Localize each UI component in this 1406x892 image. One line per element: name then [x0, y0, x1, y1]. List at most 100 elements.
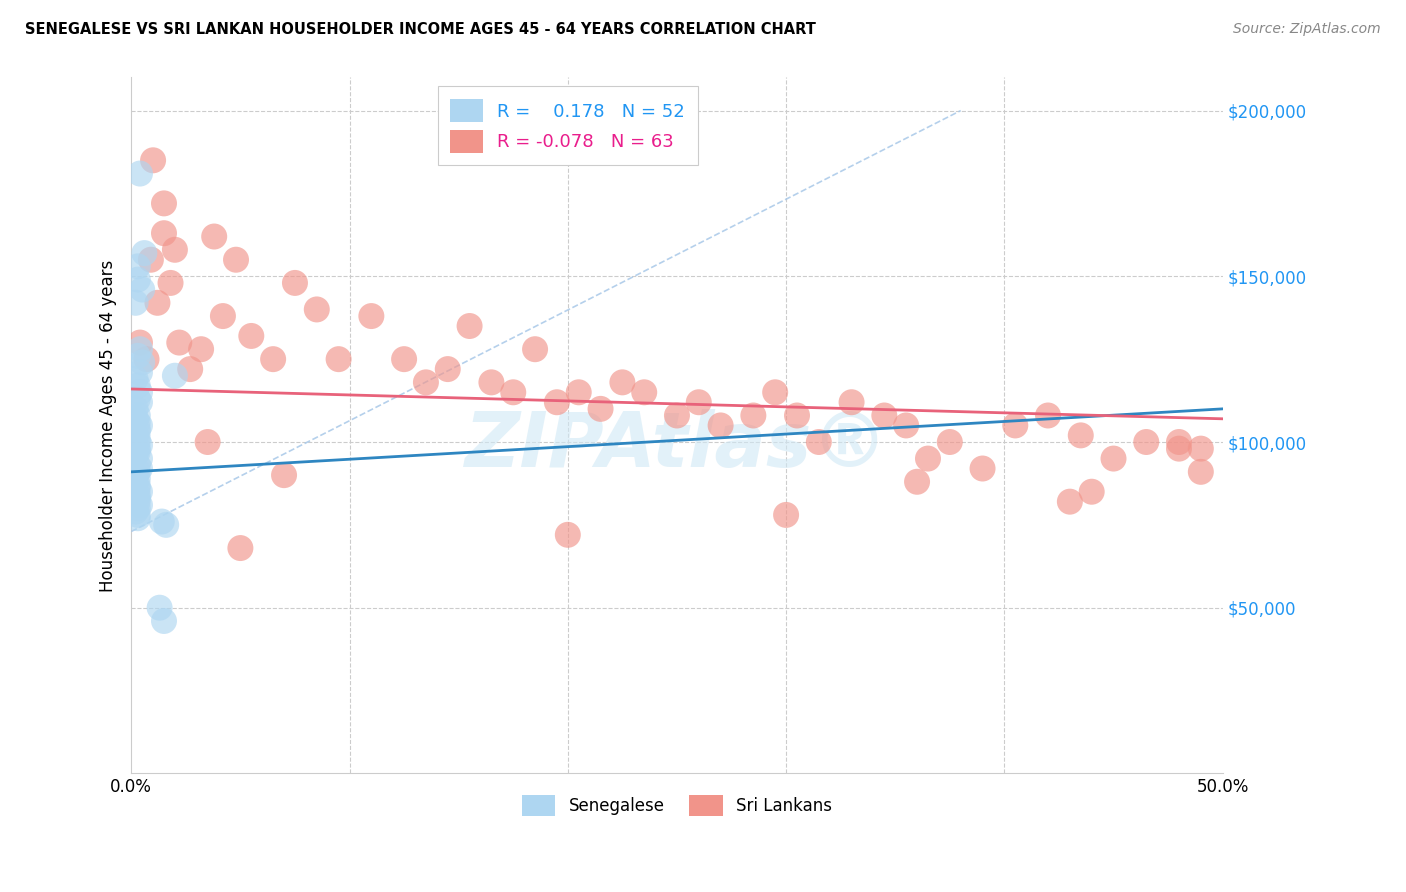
Sri Lankans: [415, 376, 437, 390]
Sri Lankans: [142, 153, 165, 168]
Sri Lankans: [841, 395, 863, 409]
Senegalese: [124, 448, 146, 462]
Senegalese: [127, 471, 149, 485]
Sri Lankans: [129, 335, 152, 350]
Senegalese: [153, 614, 176, 628]
Sri Lankans: [763, 385, 786, 400]
Sri Lankans: [1168, 442, 1191, 456]
Senegalese: [127, 491, 149, 506]
Sri Lankans: [392, 352, 415, 367]
Senegalese: [127, 482, 149, 496]
Sri Lankans: [546, 395, 568, 409]
Sri Lankans: [284, 276, 307, 290]
Senegalese: [127, 392, 149, 406]
Sri Lankans: [665, 409, 688, 423]
Sri Lankans: [153, 226, 176, 240]
Senegalese: [127, 260, 149, 274]
Senegalese: [127, 409, 149, 423]
Senegalese: [129, 342, 152, 356]
Senegalese: [124, 505, 146, 519]
Senegalese: [149, 600, 172, 615]
Senegalese: [129, 498, 152, 512]
Sri Lankans: [229, 541, 252, 555]
Senegalese: [127, 508, 149, 522]
Senegalese: [127, 378, 149, 392]
Sri Lankans: [146, 295, 169, 310]
Sri Lankans: [135, 352, 157, 367]
Sri Lankans: [360, 309, 382, 323]
Sri Lankans: [1135, 435, 1157, 450]
Sri Lankans: [502, 385, 524, 400]
Senegalese: [127, 422, 149, 436]
Sri Lankans: [939, 435, 962, 450]
Sri Lankans: [481, 376, 503, 390]
Sri Lankans: [688, 395, 710, 409]
Senegalese: [124, 401, 146, 416]
Sri Lankans: [1080, 484, 1102, 499]
Senegalese: [150, 515, 173, 529]
Sri Lankans: [1168, 435, 1191, 450]
Senegalese: [127, 435, 149, 450]
Sri Lankans: [633, 385, 655, 400]
Senegalese: [129, 167, 152, 181]
Legend: Senegalese, Sri Lankans: Senegalese, Sri Lankans: [513, 786, 841, 824]
Senegalese: [127, 432, 149, 446]
Senegalese: [127, 415, 149, 429]
Sri Lankans: [786, 409, 808, 423]
Text: SENEGALESE VS SRI LANKAN HOUSEHOLDER INCOME AGES 45 - 64 YEARS CORRELATION CHART: SENEGALESE VS SRI LANKAN HOUSEHOLDER INC…: [25, 22, 815, 37]
Sri Lankans: [212, 309, 235, 323]
Y-axis label: Householder Income Ages 45 - 64 years: Householder Income Ages 45 - 64 years: [100, 260, 117, 591]
Sri Lankans: [917, 451, 939, 466]
Sri Lankans: [873, 409, 896, 423]
Sri Lankans: [139, 252, 162, 267]
Senegalese: [127, 349, 149, 363]
Sri Lankans: [225, 252, 247, 267]
Sri Lankans: [169, 335, 191, 350]
Sri Lankans: [710, 418, 733, 433]
Senegalese: [127, 501, 149, 516]
Sri Lankans: [179, 362, 201, 376]
Sri Lankans: [273, 468, 295, 483]
Sri Lankans: [568, 385, 591, 400]
Senegalese: [127, 511, 149, 525]
Sri Lankans: [153, 196, 176, 211]
Senegalese: [134, 246, 156, 260]
Sri Lankans: [612, 376, 634, 390]
Senegalese: [127, 488, 149, 502]
Sri Lankans: [894, 418, 917, 433]
Senegalese: [127, 445, 149, 459]
Senegalese: [127, 494, 149, 508]
Sri Lankans: [905, 475, 928, 489]
Sri Lankans: [972, 461, 994, 475]
Senegalese: [124, 468, 146, 483]
Sri Lankans: [589, 401, 612, 416]
Senegalese: [129, 484, 152, 499]
Sri Lankans: [159, 276, 181, 290]
Senegalese: [129, 385, 152, 400]
Senegalese: [127, 442, 149, 456]
Senegalese: [129, 438, 152, 452]
Senegalese: [155, 517, 177, 532]
Sri Lankans: [240, 329, 263, 343]
Senegalese: [131, 283, 153, 297]
Senegalese: [124, 428, 146, 442]
Sri Lankans: [1189, 442, 1212, 456]
Sri Lankans: [1189, 465, 1212, 479]
Senegalese: [129, 418, 152, 433]
Text: Source: ZipAtlas.com: Source: ZipAtlas.com: [1233, 22, 1381, 37]
Sri Lankans: [1036, 409, 1059, 423]
Text: ZIPAtlas®: ZIPAtlas®: [465, 409, 889, 483]
Senegalese: [127, 458, 149, 473]
Sri Lankans: [262, 352, 284, 367]
Senegalese: [127, 465, 149, 479]
Senegalese: [129, 451, 152, 466]
Senegalese: [127, 425, 149, 439]
Sri Lankans: [775, 508, 797, 522]
Senegalese: [124, 412, 146, 426]
Senegalese: [131, 355, 153, 369]
Senegalese: [129, 461, 152, 475]
Sri Lankans: [190, 342, 212, 356]
Sri Lankans: [524, 342, 547, 356]
Senegalese: [127, 272, 149, 286]
Sri Lankans: [328, 352, 350, 367]
